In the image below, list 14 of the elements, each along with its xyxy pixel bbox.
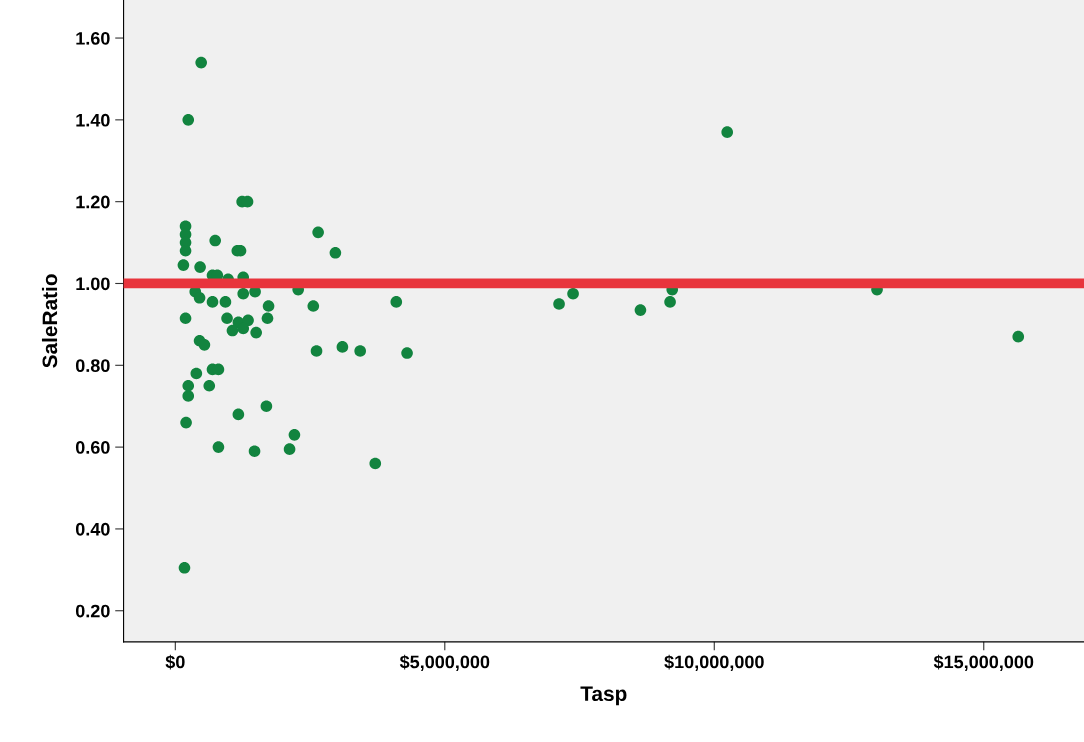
x-tick-label: $15,000,000 — [933, 654, 1034, 671]
y-tick-label: 1.00 — [76, 277, 110, 291]
y-tick-label: 0.20 — [75, 604, 110, 618]
x-axis-title: Tasp — [580, 686, 627, 706]
x-tick-label: $0 — [165, 654, 185, 670]
y-axis-title: SaleRatio — [41, 274, 58, 368]
y-tick-label: 1.60 — [76, 31, 110, 45]
y-tick-label: 1.40 — [76, 113, 110, 127]
x-tick-label: $5,000,000 — [399, 654, 490, 671]
y-tick-label: 1.20 — [76, 195, 110, 209]
x-tick-label: $10,000,000 — [664, 654, 764, 671]
y-tick-label: 0.80 — [75, 359, 110, 373]
y-tick-label: 0.40 — [75, 522, 110, 536]
y-tick-label: 0.60 — [75, 441, 110, 454]
